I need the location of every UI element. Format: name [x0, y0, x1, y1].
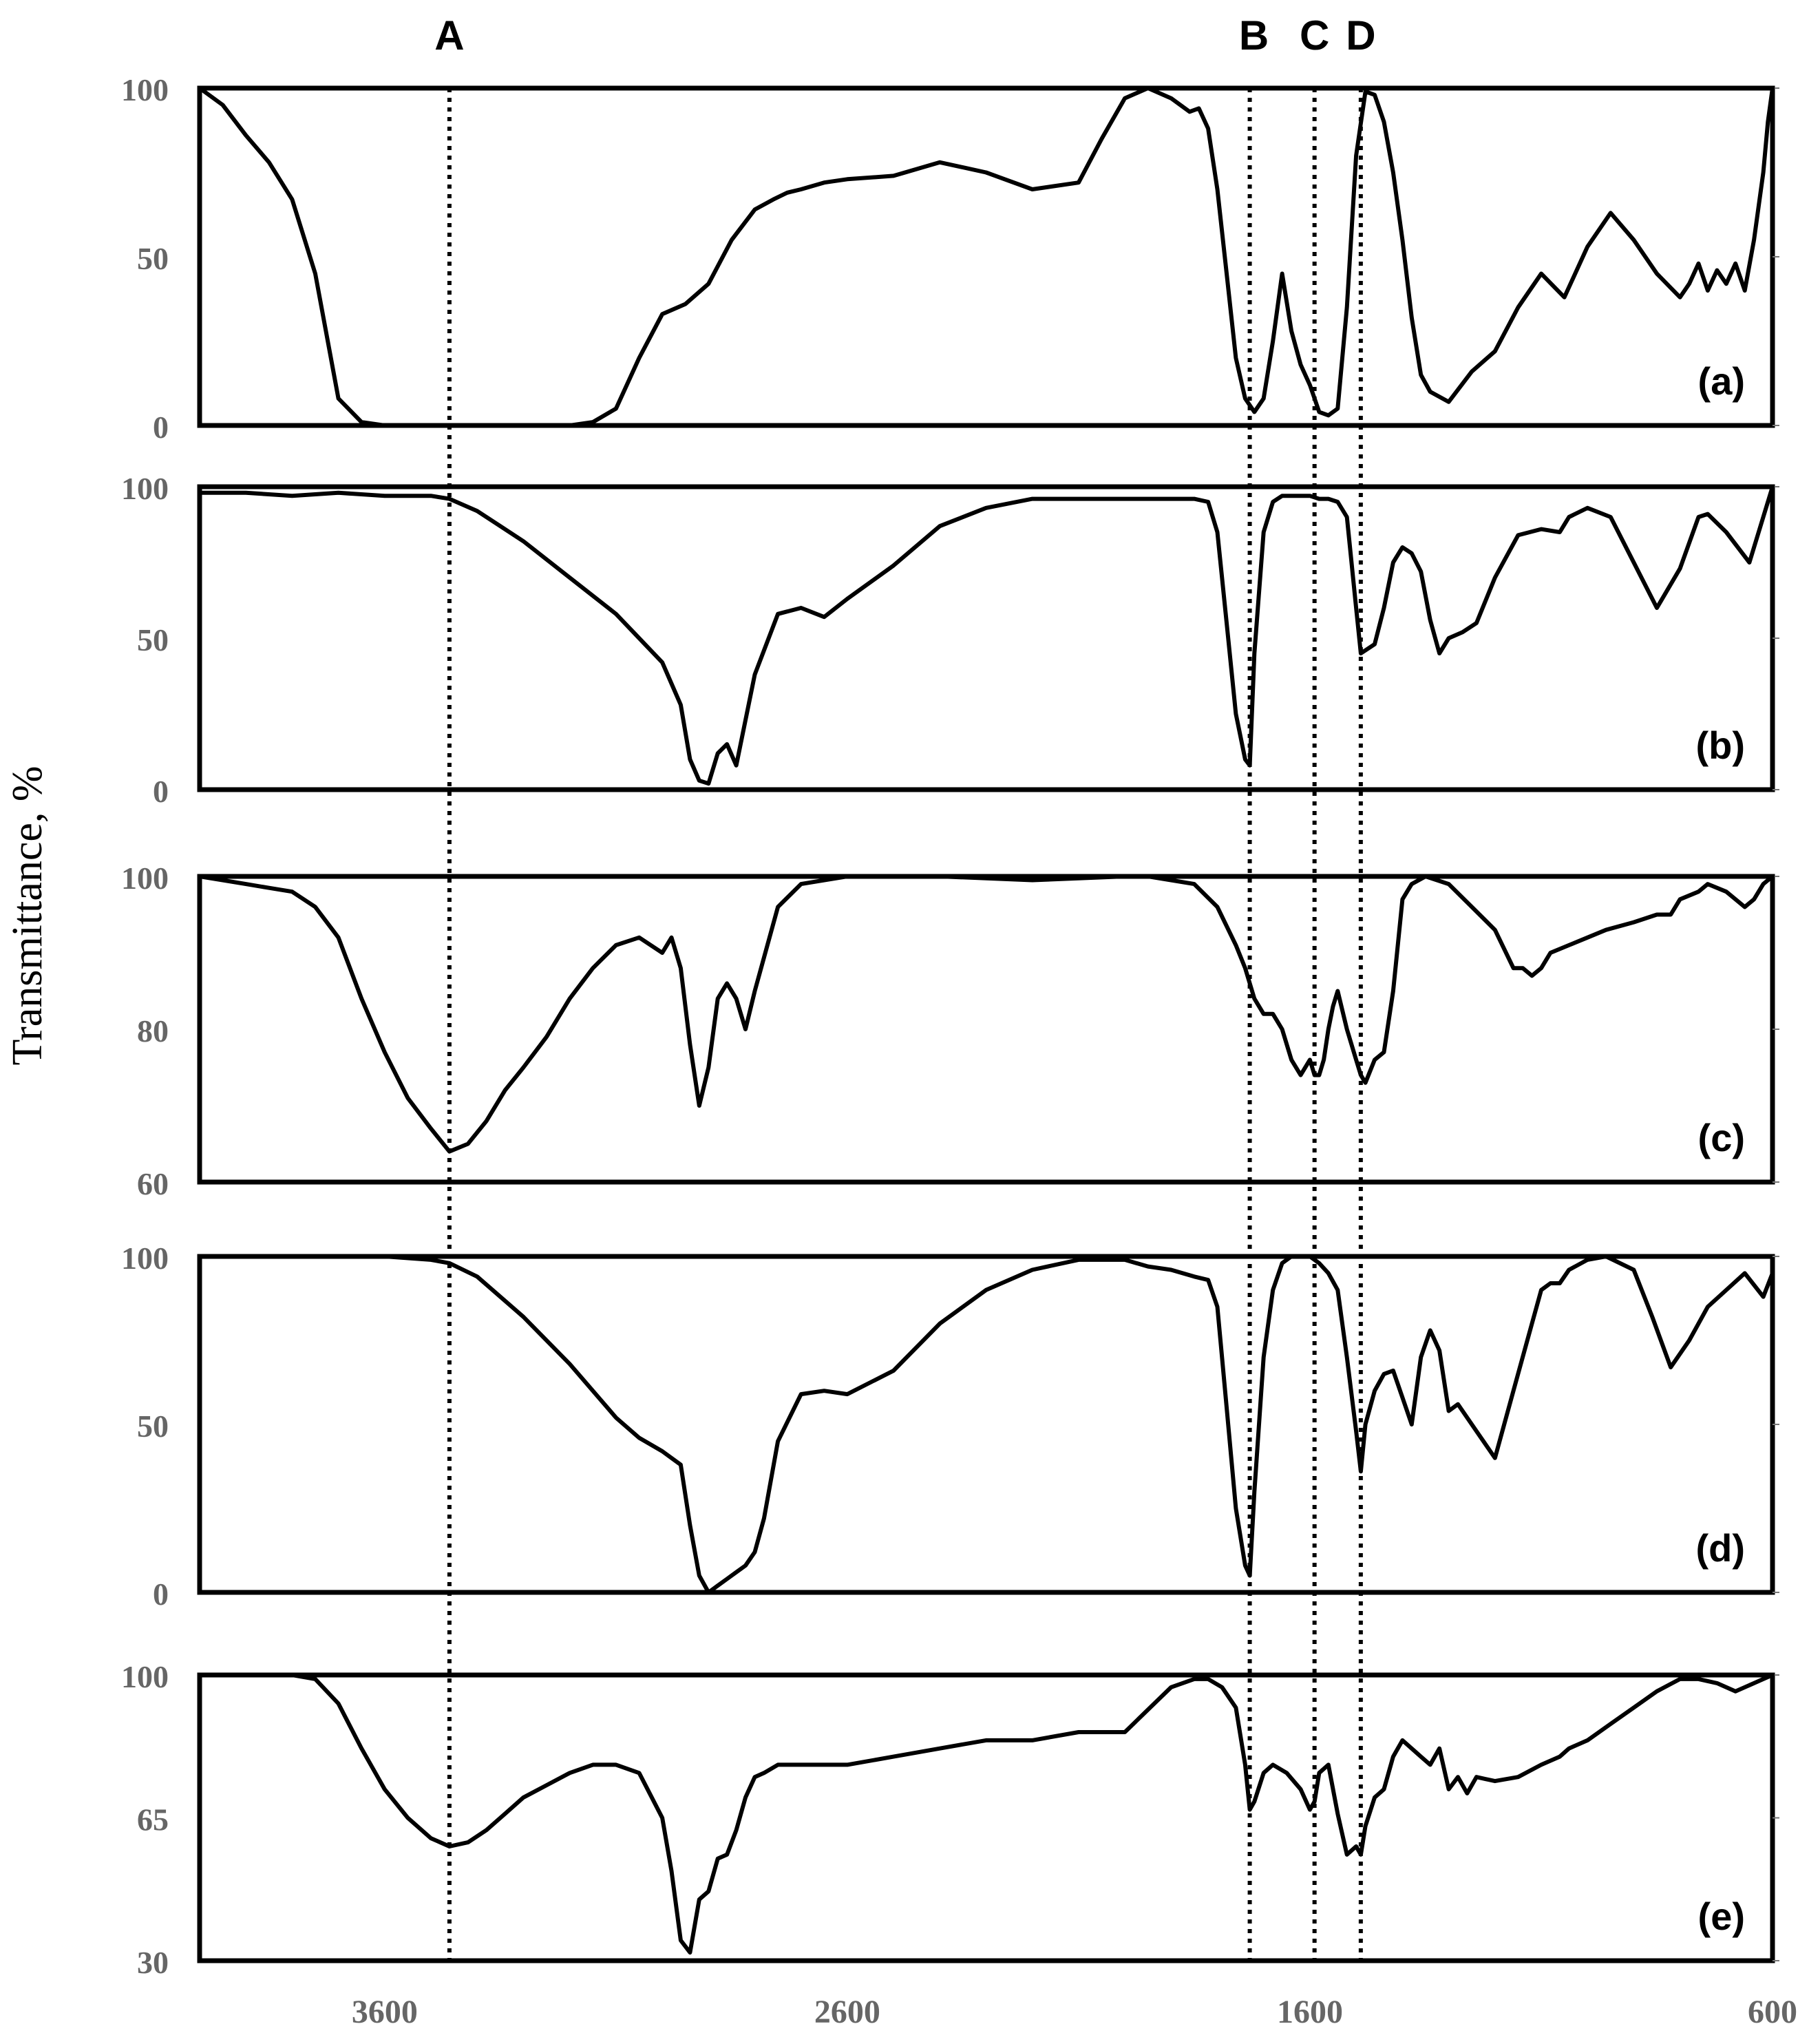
spectrum-line	[198, 1254, 1775, 1594]
marker-label: A	[434, 12, 464, 59]
marker-label: D	[1346, 12, 1375, 59]
y-tick-label: 0	[153, 1577, 169, 1612]
spectrum-line	[198, 874, 1775, 1154]
x-tick-label: 2600	[814, 1994, 880, 2030]
y-tick-label: 100	[121, 1241, 169, 1276]
spectrum-line	[198, 86, 1775, 428]
y-tick-label: 0	[153, 774, 169, 809]
x-tick-label: 1600	[1277, 1994, 1343, 2030]
spectrum-panel: 30 65 100 (e)	[121, 1659, 1779, 1980]
x-axis: 3600 2600 1600 600	[352, 1994, 1797, 2030]
x-tick-label: 3600	[352, 1994, 418, 2030]
panel-frame	[197, 1672, 1775, 1963]
panel-label: (e)	[1698, 1895, 1745, 1938]
marker-label: C	[1300, 12, 1329, 59]
y-tick-label: 100	[121, 72, 169, 107]
y-tick-label: 50	[137, 622, 169, 657]
x-tick-label: 600	[1748, 1994, 1797, 2030]
spectrum-panel: 60 80 100 (c)	[121, 861, 1779, 1201]
y-tick-label: 65	[137, 1802, 169, 1837]
panel-frame	[197, 85, 1775, 428]
spectrum-line	[198, 1673, 1775, 1955]
y-tick-label: 50	[137, 241, 169, 276]
y-tick-label: 30	[137, 1945, 169, 1980]
y-tick-label: 80	[137, 1013, 169, 1049]
panel-label: (c)	[1698, 1116, 1745, 1159]
y-tick-label: 50	[137, 1409, 169, 1444]
y-tick-label: 0	[153, 410, 169, 445]
y-tick-label: 100	[121, 471, 169, 506]
panel-label: (b)	[1695, 724, 1745, 767]
spectrum-panel: 0 50 100 (a)	[121, 72, 1779, 445]
marker-label: B	[1239, 12, 1269, 59]
y-tick-label: 100	[121, 861, 169, 896]
panel-label: (a)	[1698, 359, 1745, 403]
panel-label: (d)	[1695, 1526, 1745, 1570]
y-tick-label: 100	[121, 1659, 169, 1694]
y-axis-label: Transmittance, %	[4, 766, 51, 1065]
spectrum-panel: 0 50 100 (b)	[121, 471, 1779, 809]
panels-layer: 0 50 100 (a) 0 50 100 (b) 60 80 100 (c) 0 50 100 (d) 30 6…	[121, 72, 1779, 1980]
y-tick-label: 60	[137, 1166, 169, 1201]
spectrum-panel: 0 50 100 (d)	[121, 1241, 1779, 1612]
spectrum-line	[198, 485, 1775, 786]
